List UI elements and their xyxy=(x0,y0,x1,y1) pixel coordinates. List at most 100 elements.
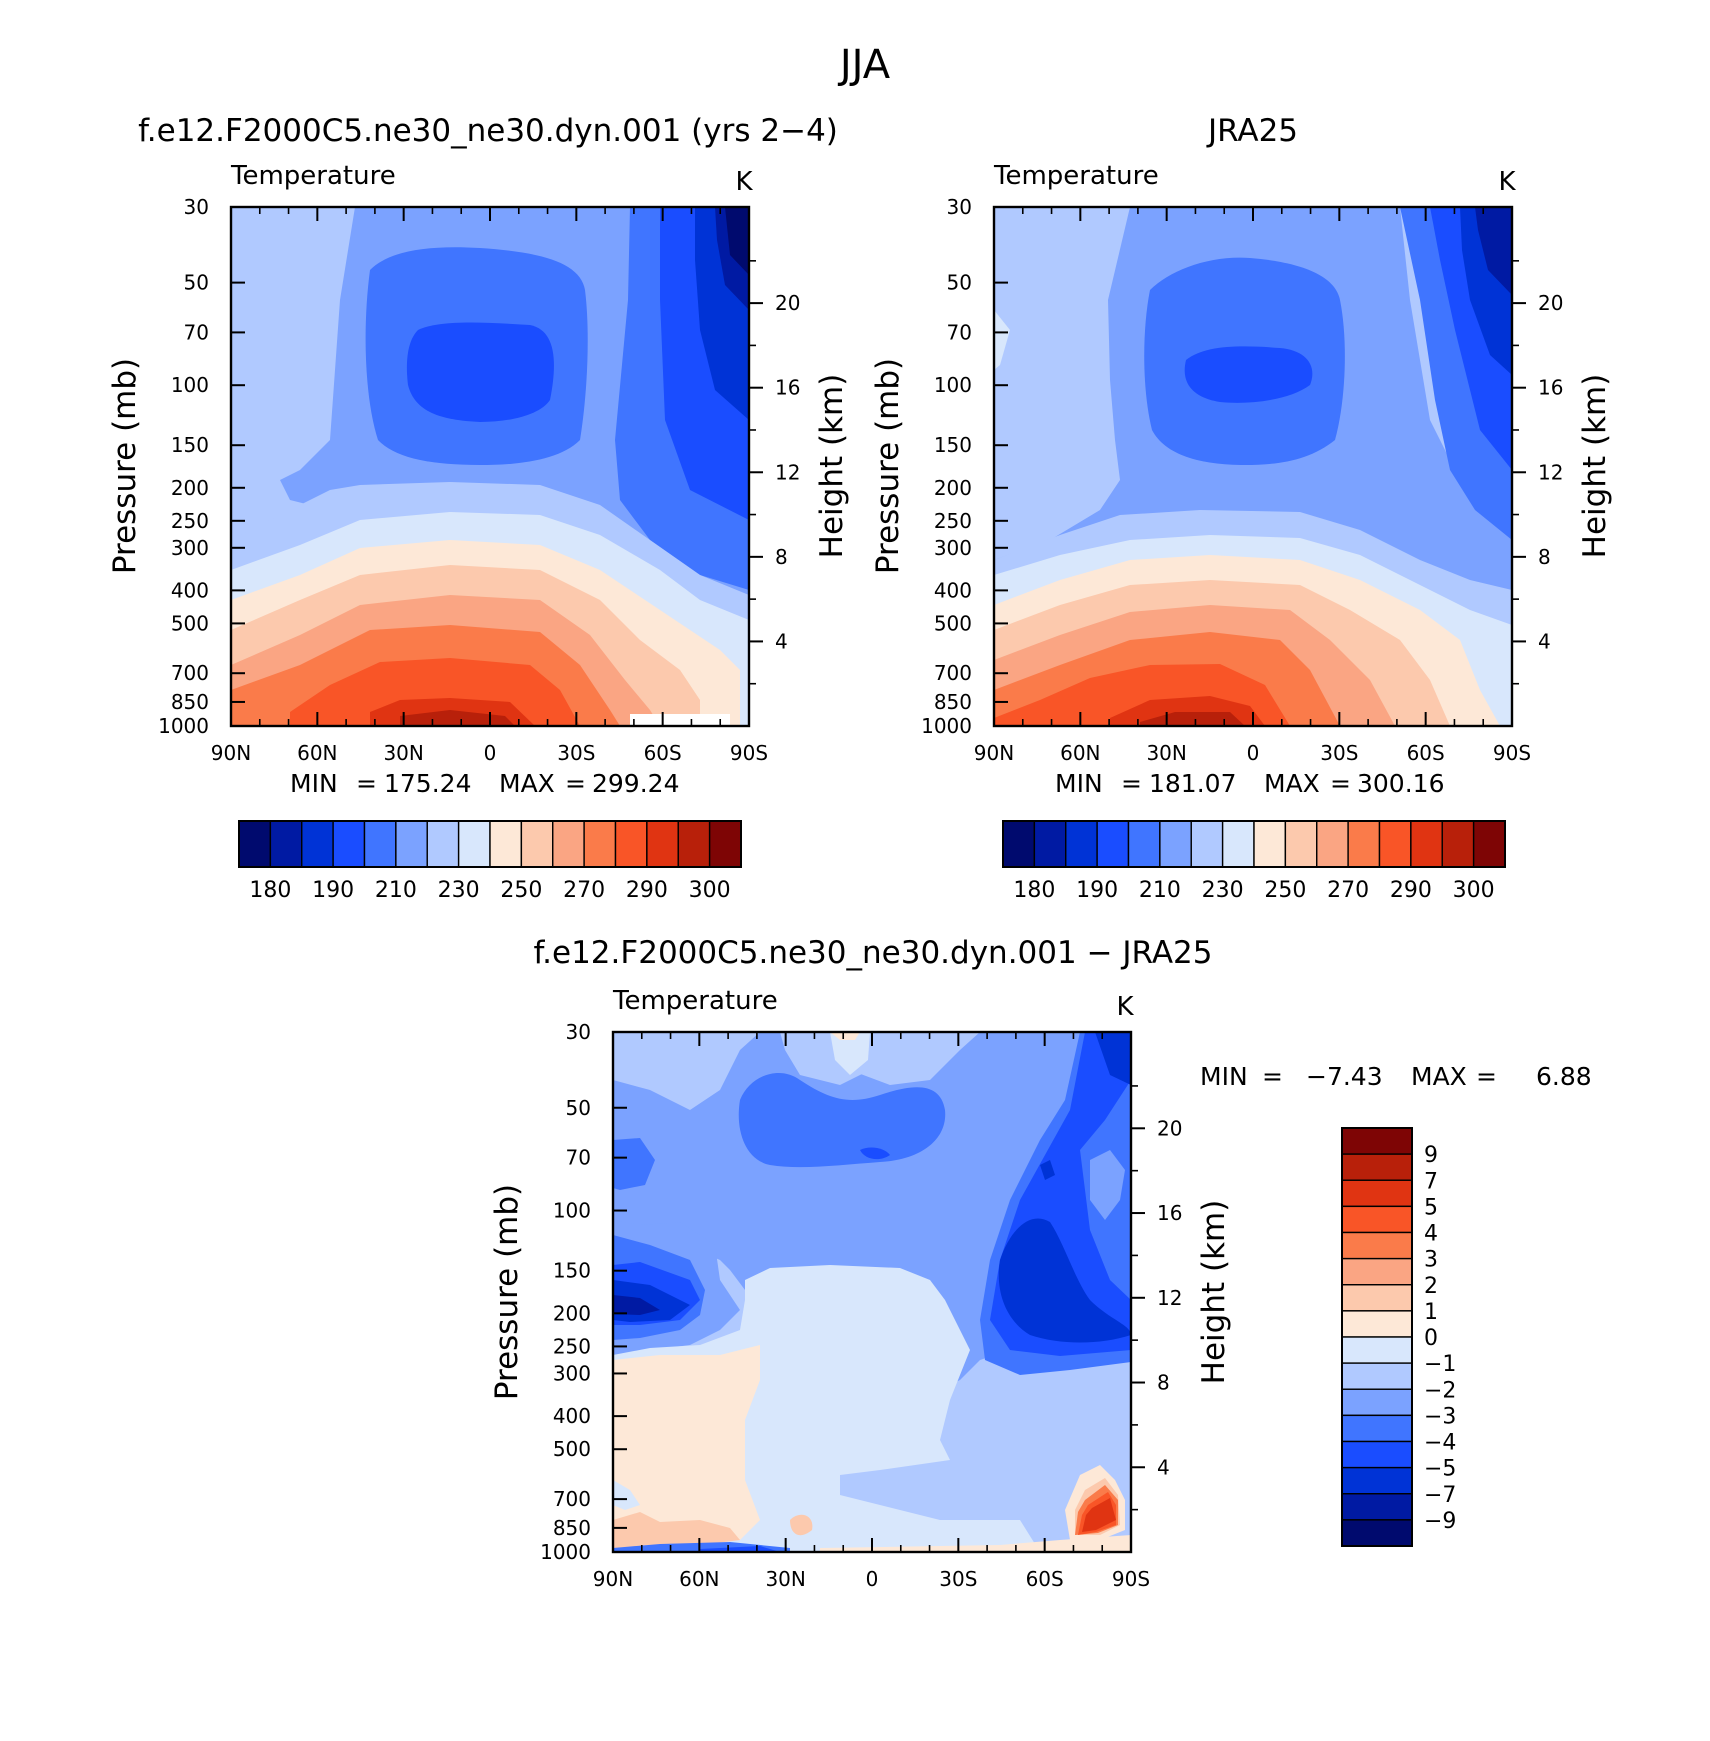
panel-reanalysis: JRA25 Temperature K 90N 60N 30N 0 30S 60S 90 xyxy=(870,113,1613,903)
contour-fill xyxy=(613,1032,1131,1552)
contour-band xyxy=(994,310,1010,370)
x-tick-label: 0 xyxy=(1247,741,1260,765)
colorbar-label: 290 xyxy=(626,878,668,903)
colorbar-swatch xyxy=(552,820,585,868)
contour-band xyxy=(700,1546,780,1552)
min-max-readout: MIN = 181.07 MAX = 300.16 xyxy=(1055,769,1444,798)
min-max-readout: MIN = 175.24 MAX = 299.24 xyxy=(290,769,679,798)
colorbar-label: −4 xyxy=(1424,1431,1456,1456)
axes-frame: 90N 60N 30N 0 30S 60S 90S 30 50 70 100 150 200 250 300… xyxy=(921,195,1563,765)
units-label: K xyxy=(735,167,753,197)
colorbar-swatch xyxy=(1127,820,1161,868)
panel-title: JRA25 xyxy=(1206,113,1298,149)
axes-frame: 90N 60N 30N 0 30S 60S 90S 30 50 70 100 150 200 250 300… xyxy=(540,1020,1182,1591)
max-label: MAX xyxy=(1411,1062,1467,1091)
min-eq: = xyxy=(1262,1062,1283,1091)
y-tick-label: 300 xyxy=(934,536,972,560)
y2-tick-label: 20 xyxy=(775,291,800,315)
min-label: MIN xyxy=(1200,1062,1248,1091)
y2-tick-label: 4 xyxy=(1157,1455,1170,1479)
colorbar-label: 300 xyxy=(689,878,731,903)
colorbar-label: −2 xyxy=(1424,1378,1456,1403)
colorbar-frame xyxy=(238,820,742,868)
x-tick-label: 30S xyxy=(557,741,595,765)
y2-axis-label: Height (km) xyxy=(814,374,850,559)
contour-band xyxy=(400,710,515,726)
max-eq: = xyxy=(1476,1062,1497,1091)
colorbar-swatch xyxy=(332,820,366,868)
contour-fill xyxy=(231,207,749,726)
contour-band xyxy=(613,1138,655,1190)
y-tick-label: 400 xyxy=(934,578,972,602)
contour-band xyxy=(613,1295,660,1315)
colorbar-swatch xyxy=(1341,1179,1413,1208)
y-tick-label: 500 xyxy=(553,1437,591,1461)
axis-ticks: 90N 60N 30N 0 30S 60S 90S 30 50 70 100 150 200 250 300… xyxy=(921,195,1563,765)
colorbar-swatch xyxy=(1341,1493,1413,1521)
y2-tick-label: 12 xyxy=(775,460,800,484)
y2-tick-label: 16 xyxy=(1538,376,1563,400)
colorbar-swatch xyxy=(489,820,523,868)
y-tick-label: 100 xyxy=(934,373,972,397)
colorbar-swatch xyxy=(269,820,303,868)
colorbar-swatch xyxy=(520,820,554,868)
colorbar-label: 180 xyxy=(249,878,291,903)
y-axis-label: Pressure (mb) xyxy=(489,1184,525,1400)
colorbar-swatch xyxy=(238,820,272,868)
colorbar-label: 190 xyxy=(1076,878,1118,903)
colorbar-label: 210 xyxy=(1139,878,1181,903)
colorbar-label: 230 xyxy=(1202,878,1244,903)
panel-difference: f.e12.F2000C5.ne30_ne30.dyn.001 − JRA25 … xyxy=(489,935,1592,1591)
y-tick-label: 700 xyxy=(934,661,972,685)
y-tick-label: 70 xyxy=(184,320,209,344)
colorbar-label: 1 xyxy=(1424,1300,1438,1325)
colorbar-frame xyxy=(1002,820,1506,868)
y2-tick-label: 12 xyxy=(1538,460,1563,484)
colorbar-swatch xyxy=(1378,820,1412,868)
x-tick-label: 30N xyxy=(383,741,423,765)
colorbar-swatch xyxy=(1341,1153,1413,1181)
axis-ticks: 90N 60N 30N 0 30S 60S 90S 30 50 70 100 150 200 250 300… xyxy=(540,1020,1182,1591)
colorbar-label: 210 xyxy=(375,878,417,903)
contour-fill xyxy=(994,207,1512,726)
x-tick-label: 60S xyxy=(644,741,682,765)
colorbar-swatch xyxy=(1159,820,1192,868)
colorbar-label: 250 xyxy=(1264,878,1306,903)
y-tick-label: 500 xyxy=(171,611,209,635)
contour-band xyxy=(860,1147,890,1160)
y-tick-label: 500 xyxy=(934,611,972,635)
colorbar-swatch xyxy=(646,820,679,868)
y-tick-label: 150 xyxy=(553,1259,591,1283)
y-tick-label: 50 xyxy=(566,1096,591,1120)
y-tick-label: 150 xyxy=(934,433,972,457)
y-tick-label: 200 xyxy=(934,476,972,500)
colorbar-swatch xyxy=(1472,820,1506,868)
x-tick-label: 90N xyxy=(974,741,1014,765)
y2-tick-label: 20 xyxy=(1538,291,1563,315)
y-tick-label: 30 xyxy=(947,195,972,219)
colorbar-swatch xyxy=(1341,1284,1413,1312)
colorbar-label: −3 xyxy=(1424,1404,1456,1429)
panel-title: f.e12.F2000C5.ne30_ne30.dyn.001 (yrs 2−4… xyxy=(138,113,838,149)
contour-band xyxy=(1040,1160,1055,1180)
y2-axis-label: Height (km) xyxy=(1196,1200,1232,1385)
colorbar-label: 2 xyxy=(1424,1274,1438,1299)
y-tick-label: 70 xyxy=(566,1146,591,1170)
y-tick-label: 50 xyxy=(184,271,209,295)
colorbar-label: 4 xyxy=(1424,1222,1438,1247)
colorbar-swatch xyxy=(1341,1388,1413,1417)
colorbar-label: 190 xyxy=(312,878,354,903)
colorbar-swatch xyxy=(1341,1440,1413,1469)
y2-tick-label: 8 xyxy=(1538,545,1551,569)
y-tick-label: 70 xyxy=(947,320,972,344)
min-eq: = xyxy=(1121,769,1142,798)
x-tick-label: 30N xyxy=(1146,741,1186,765)
colorbar-label: −1 xyxy=(1424,1352,1456,1377)
y-tick-label: 700 xyxy=(171,661,209,685)
colorbar-swatch xyxy=(708,820,742,868)
y-tick-label: 150 xyxy=(171,433,209,457)
x-tick-label: 90N xyxy=(593,1567,633,1591)
colorbar-swatch xyxy=(457,820,491,868)
colorbar-swatch xyxy=(1441,820,1475,868)
